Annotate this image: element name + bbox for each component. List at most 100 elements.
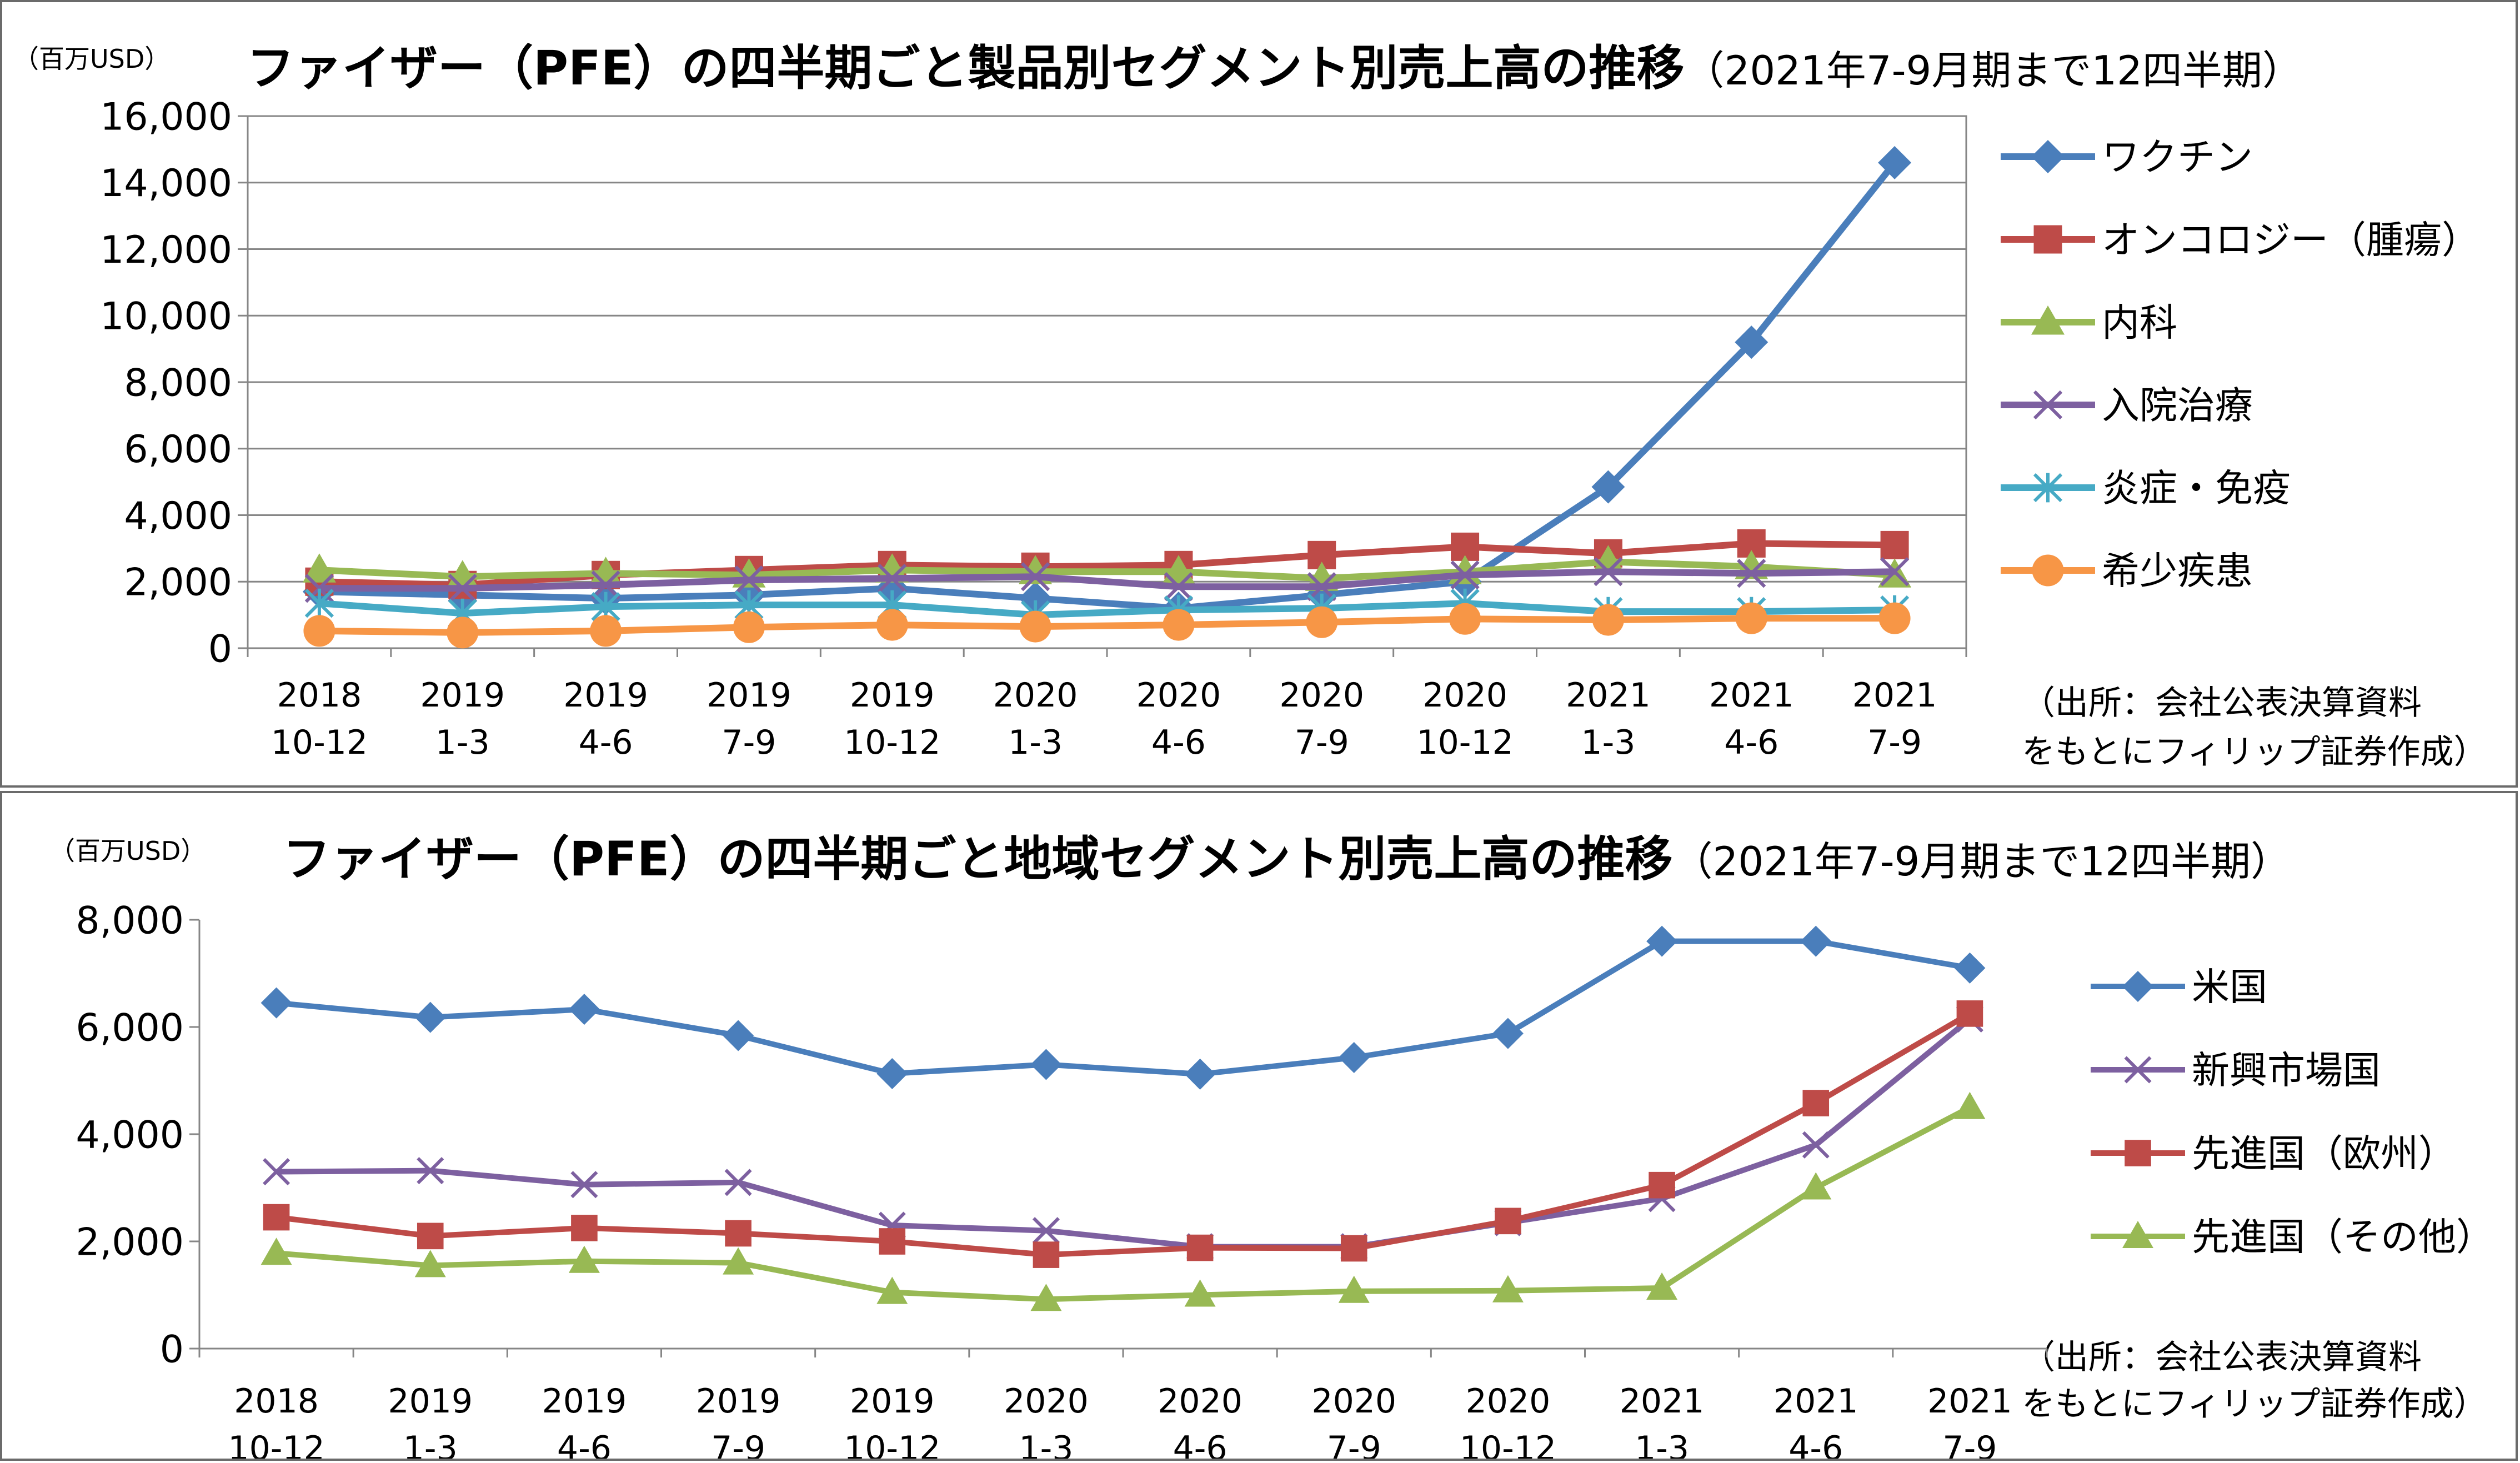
data-point [263, 1158, 290, 1186]
y-tick-label: 2,000 [76, 1220, 184, 1264]
data-point [1802, 1131, 1830, 1159]
series-3 [263, 1000, 1983, 1268]
data-point [417, 1222, 444, 1250]
data-point [1954, 1091, 1986, 1119]
data-point [591, 570, 620, 600]
legend-label: 内科 [2102, 301, 2177, 345]
series-line [319, 568, 1895, 592]
series-line [319, 600, 1895, 619]
x-tick-label-quarter: 10-12 [1460, 1429, 1556, 1459]
chart-title-main: ファイザー（PFE）の四半期ごと製品別セグメント別売上高の推移 [247, 41, 1685, 96]
x-tick-label-year: 2019 [850, 1382, 935, 1421]
legend-entry: 希少疾患 [2001, 549, 2253, 593]
data-point [571, 1215, 598, 1241]
x-tick-label-quarter: 7-9 [1867, 723, 1922, 762]
x-tick-label-year: 2021 [1709, 676, 1794, 715]
data-point [1019, 610, 1051, 643]
legend-marker [2122, 971, 2153, 1002]
legend-label: オンコロジー（腫瘍） [2102, 218, 2479, 262]
legend-marker [2033, 390, 2063, 420]
x-tick-label-quarter: 4-6 [1173, 1429, 1228, 1459]
legend-label: 炎症・免疫 [2102, 467, 2291, 510]
data-point [1186, 1234, 1214, 1261]
data-point [1802, 1090, 1830, 1116]
x-tick-label-year: 2020 [993, 676, 1078, 715]
data-point [302, 553, 336, 583]
legend-entry: 内科 [2001, 301, 2177, 345]
data-point [1495, 1208, 1521, 1235]
data-point [733, 611, 765, 643]
legend-label: 米国 [2192, 965, 2267, 1009]
y-tick-label: 12,000 [100, 228, 232, 272]
legend-entry: 炎症・免疫 [2001, 467, 2291, 510]
x-tick-label-quarter: 1-3 [1019, 1429, 1073, 1459]
data-point [1340, 1235, 1367, 1262]
x-tick-label-year: 2019 [850, 676, 935, 715]
legend-entry: 先進国（その他） [2091, 1215, 2494, 1259]
x-tick-label-quarter: 7-9 [1327, 1429, 1381, 1459]
legend-marker [2031, 140, 2065, 173]
data-point [1338, 1042, 1370, 1074]
data-point [448, 574, 477, 603]
legend-marker [2124, 1056, 2152, 1084]
data-point [447, 617, 479, 649]
data-point [1735, 602, 1767, 634]
y-tick-label: 8,000 [124, 361, 232, 405]
data-point [723, 1020, 754, 1051]
data-point [260, 987, 292, 1019]
data-point [1449, 603, 1481, 635]
data-point [1591, 470, 1625, 504]
data-point [1032, 1217, 1060, 1245]
data-point [1184, 1058, 1216, 1090]
series-1 [302, 146, 1912, 625]
x-tick-label-year: 2021 [1620, 1382, 1705, 1421]
data-point [1880, 530, 1909, 559]
source-note-line1: （出所：会社公表決算資料 [2022, 1338, 2422, 1377]
data-point [570, 1171, 598, 1199]
region-segment-chart-panel: （百万USD） ファイザー（PFE）の四半期ごと地域セグメント別売上高の推移（2… [0, 791, 2518, 1461]
gridlines [189, 919, 199, 1350]
legend-entry: 米国 [2091, 965, 2267, 1009]
x-tick-label-year: 2018 [234, 1382, 319, 1421]
x-tick-label-year: 2019 [542, 1382, 627, 1421]
data-point [723, 1247, 754, 1275]
series-line [319, 161, 1897, 612]
data-point [1737, 559, 1766, 588]
x-tick-label-year: 2020 [1422, 676, 1507, 715]
data-point [878, 564, 907, 593]
x-tick-label-year: 2021 [1852, 676, 1937, 715]
data-point [1306, 606, 1338, 638]
x-tick-label-quarter: 4-6 [579, 723, 633, 762]
data-point [1033, 1241, 1060, 1268]
series-line [276, 938, 1971, 1077]
x-tick-label-quarter: 4-6 [1788, 1429, 1843, 1459]
legend-label: 新興市場国 [2192, 1049, 2381, 1093]
legend-entry: 新興市場国 [2091, 1049, 2381, 1093]
region-segment-chart: （百万USD） ファイザー（PFE）の四半期ごと地域セグメント別売上高の推移（2… [49, 831, 2494, 1459]
data-point [1020, 562, 1050, 592]
data-point [1880, 557, 1910, 587]
data-point [417, 1157, 444, 1185]
x-tick-label-quarter: 10-12 [844, 723, 940, 762]
y-tick-label: 16,000 [100, 95, 232, 139]
data-point [1163, 609, 1195, 641]
x-tick-label-quarter: 7-9 [1295, 723, 1349, 762]
series-2 [263, 1005, 1983, 1261]
x-tick-label-year: 2020 [1311, 1382, 1396, 1421]
x-tick-label-year: 2020 [1158, 1382, 1243, 1421]
y-tick-label: 4,000 [76, 1113, 184, 1157]
x-tick-label-quarter: 10-12 [1416, 723, 1513, 762]
data-point [1307, 572, 1336, 602]
legend-marker [2033, 225, 2062, 254]
x-tick-label-quarter: 1-3 [435, 723, 490, 762]
legend-entry: 入院治療 [2001, 384, 2253, 428]
x-tick-label-quarter: 1-3 [1008, 723, 1063, 762]
series-line [319, 615, 1895, 636]
legend-marker [2033, 473, 2063, 503]
legend-label: 希少疾患 [2102, 549, 2253, 593]
data-point [1592, 604, 1624, 636]
legend-marker [2125, 1140, 2151, 1166]
data-point [1164, 572, 1194, 602]
data-point [260, 1237, 292, 1265]
data-point [263, 1204, 290, 1231]
